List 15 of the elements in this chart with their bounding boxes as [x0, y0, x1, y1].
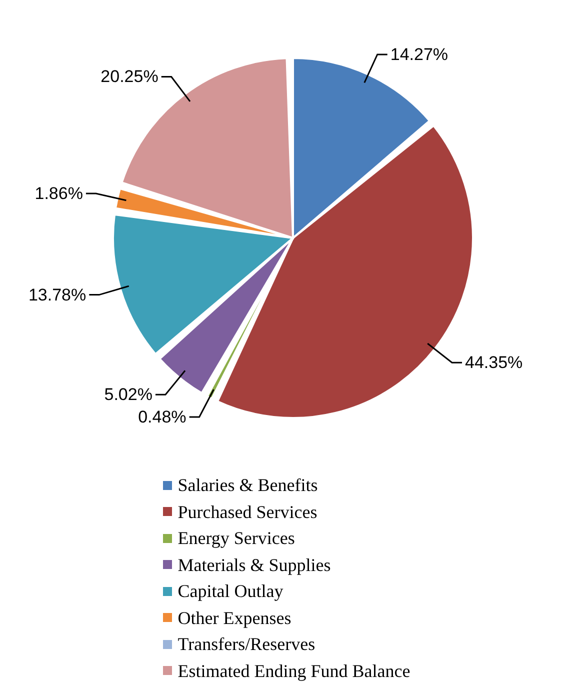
data-label: 13.78%: [28, 285, 86, 304]
legend-label: Transfers/Reserves: [178, 633, 316, 656]
legend-label: Capital Outlay: [178, 580, 284, 603]
legend-label: Purchased Services: [178, 500, 318, 524]
data-label: 0.48%: [138, 407, 186, 426]
legend-label: Estimated Ending Fund Balance: [178, 660, 410, 683]
legend-label: Salaries & Benefits: [178, 474, 318, 497]
data-label: 20.25%: [100, 67, 158, 86]
legend-label: Other Expenses: [178, 606, 292, 630]
legend-label: Energy Services: [178, 527, 295, 550]
data-label: 5.02%: [104, 385, 152, 404]
data-label: 1.86%: [34, 184, 83, 204]
data-label: 14.27%: [390, 44, 448, 64]
legend-label: Materials & Supplies: [178, 554, 331, 577]
data-label: 44.35%: [464, 353, 523, 372]
